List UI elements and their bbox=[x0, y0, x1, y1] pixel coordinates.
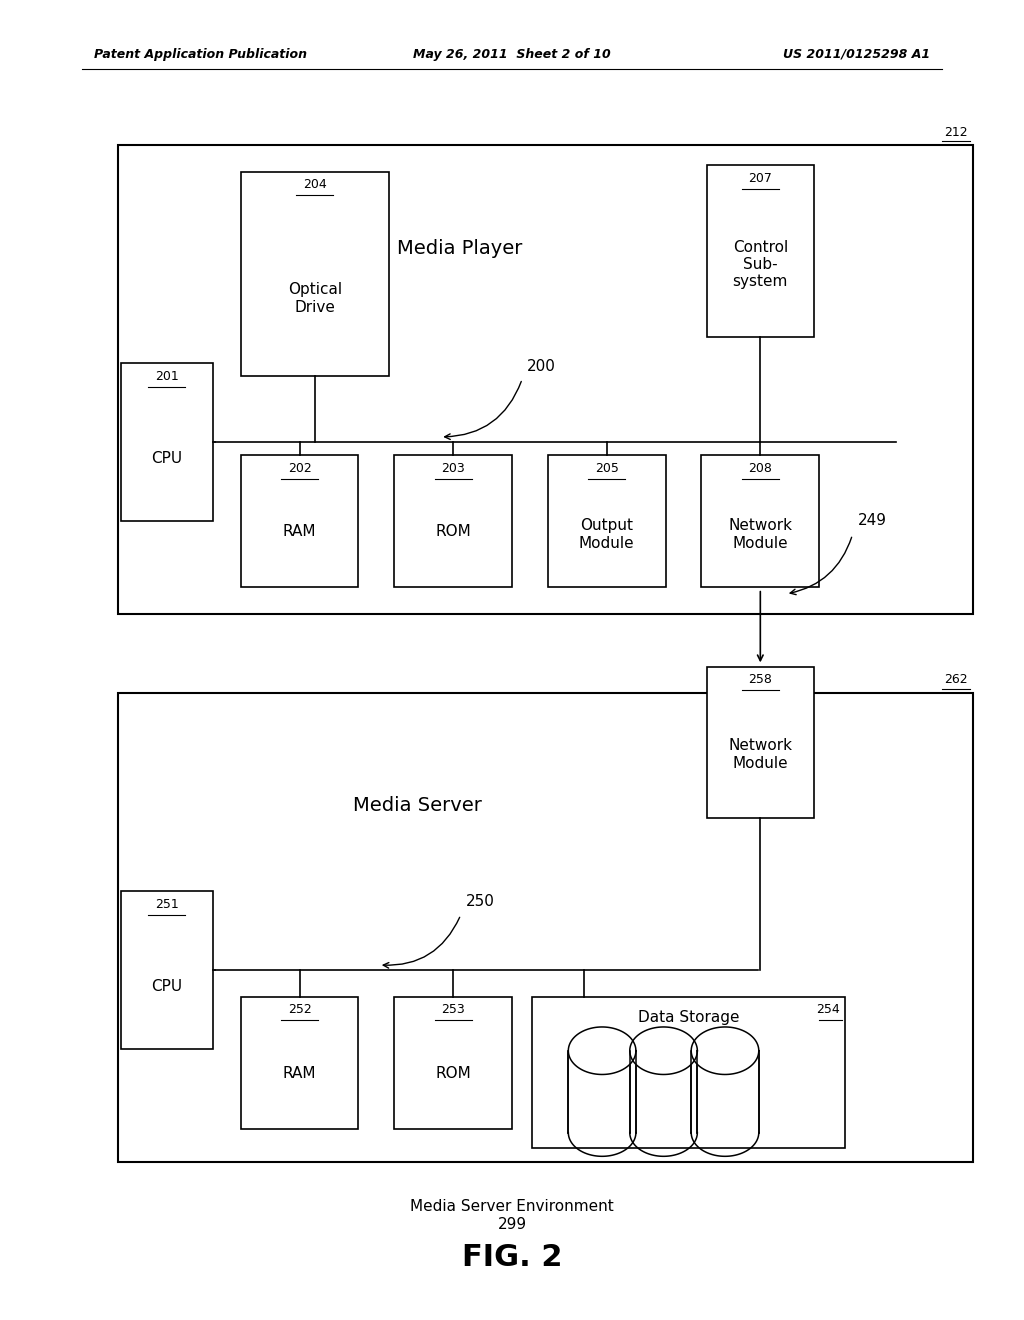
Polygon shape bbox=[630, 1027, 697, 1074]
Text: May 26, 2011  Sheet 2 of 10: May 26, 2011 Sheet 2 of 10 bbox=[413, 48, 611, 61]
Text: Patent Application Publication: Patent Application Publication bbox=[94, 48, 307, 61]
Polygon shape bbox=[568, 1027, 636, 1074]
Text: Media Player: Media Player bbox=[397, 239, 522, 257]
Bar bbox=[118, 693, 973, 1162]
Text: 299: 299 bbox=[498, 1217, 526, 1232]
Bar bbox=[568, 1051, 636, 1133]
Text: FIG. 2: FIG. 2 bbox=[462, 1243, 562, 1272]
Text: Media Server: Media Server bbox=[352, 796, 481, 814]
Text: 251: 251 bbox=[155, 898, 179, 911]
Text: Network
Module: Network Module bbox=[728, 738, 793, 771]
Text: Control
Sub-
system: Control Sub- system bbox=[732, 240, 788, 289]
Text: 250: 250 bbox=[466, 895, 495, 909]
Text: Data Storage: Data Storage bbox=[638, 1010, 739, 1024]
Text: CPU: CPU bbox=[152, 978, 182, 994]
Text: 249: 249 bbox=[857, 513, 887, 528]
Bar bbox=[394, 455, 512, 587]
Text: ROM: ROM bbox=[435, 1065, 471, 1081]
Text: Output
Module: Output Module bbox=[579, 519, 635, 550]
Text: 212: 212 bbox=[944, 125, 968, 139]
Bar bbox=[707, 165, 814, 337]
Bar bbox=[241, 997, 358, 1129]
Bar bbox=[707, 667, 814, 818]
Bar bbox=[118, 145, 973, 614]
Text: 252: 252 bbox=[288, 1003, 311, 1016]
Bar bbox=[241, 172, 389, 376]
Text: CPU: CPU bbox=[152, 450, 182, 466]
Bar bbox=[701, 455, 819, 587]
Text: RAM: RAM bbox=[283, 524, 316, 540]
Text: 258: 258 bbox=[749, 673, 772, 686]
Text: 254: 254 bbox=[816, 1003, 840, 1016]
Bar bbox=[394, 997, 512, 1129]
Text: Network
Module: Network Module bbox=[728, 519, 793, 550]
Bar bbox=[532, 997, 845, 1148]
Bar bbox=[630, 1051, 697, 1133]
Bar bbox=[121, 891, 213, 1049]
Text: RAM: RAM bbox=[283, 1065, 316, 1081]
Text: 203: 203 bbox=[441, 462, 465, 475]
Text: 207: 207 bbox=[749, 172, 772, 185]
Text: Optical
Drive: Optical Drive bbox=[288, 282, 342, 314]
Text: 208: 208 bbox=[749, 462, 772, 475]
Text: 200: 200 bbox=[527, 359, 556, 374]
Text: 205: 205 bbox=[595, 462, 618, 475]
Text: Media Server Environment: Media Server Environment bbox=[411, 1199, 613, 1213]
Text: 202: 202 bbox=[288, 462, 311, 475]
Polygon shape bbox=[691, 1027, 759, 1074]
Text: 201: 201 bbox=[155, 370, 179, 383]
Text: 262: 262 bbox=[944, 673, 968, 686]
Bar bbox=[121, 363, 213, 521]
Text: 204: 204 bbox=[303, 178, 327, 191]
Bar bbox=[691, 1051, 759, 1133]
Bar bbox=[241, 455, 358, 587]
Bar bbox=[548, 455, 666, 587]
Text: 253: 253 bbox=[441, 1003, 465, 1016]
Text: US 2011/0125298 A1: US 2011/0125298 A1 bbox=[782, 48, 930, 61]
Text: ROM: ROM bbox=[435, 524, 471, 540]
